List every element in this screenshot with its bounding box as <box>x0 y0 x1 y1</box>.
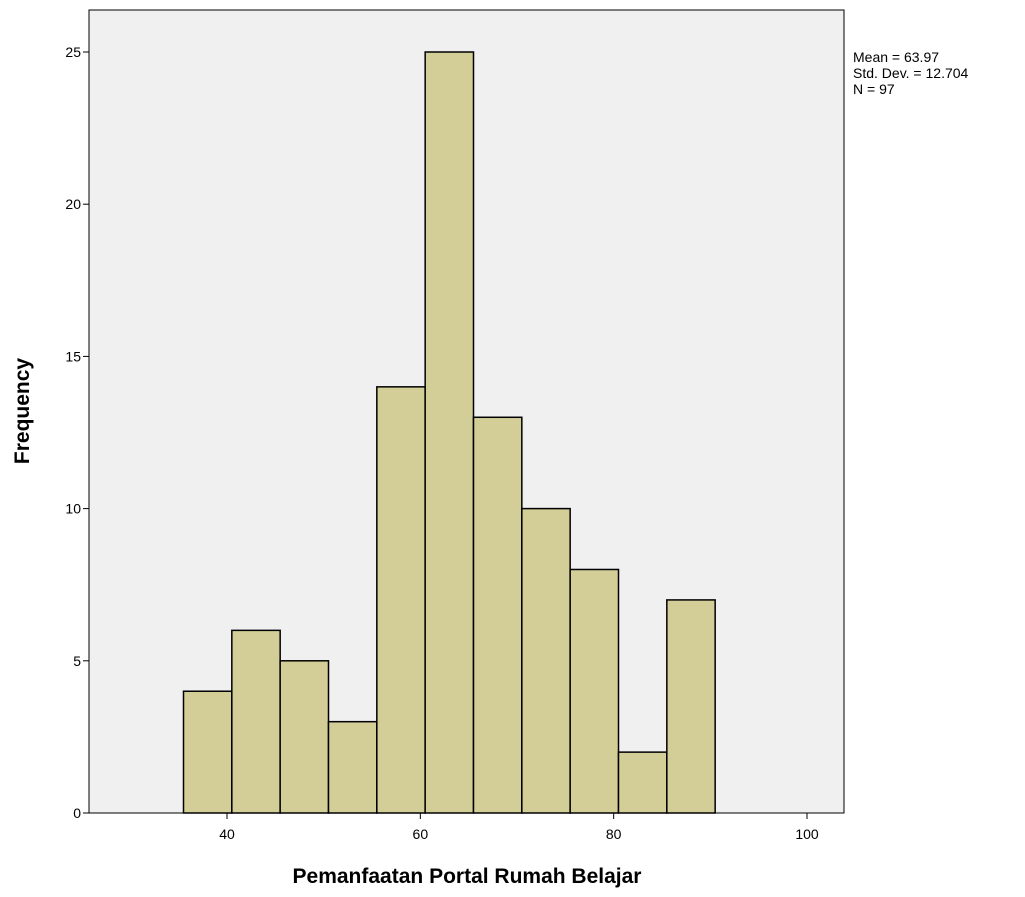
x-tick-label-100: 100 <box>795 826 819 842</box>
histogram-bar-8 <box>569 568 620 814</box>
y-tick-label-20: 20 <box>65 196 81 212</box>
histogram-bar-1 <box>231 629 281 814</box>
y-tick-label-25: 25 <box>65 44 81 60</box>
histogram-bar-5 <box>424 51 475 814</box>
x-tick-label-80: 80 <box>606 826 622 842</box>
y-tick-label-0: 0 <box>73 805 81 821</box>
stats-line-1: Std. Dev. = 12.704 <box>853 65 969 81</box>
x-tick-label-60: 60 <box>413 826 429 842</box>
histogram-bar-9 <box>617 751 668 814</box>
histogram-bar-2 <box>279 660 330 814</box>
x-axis-title: Pemanfaatan Portal Rumah Belajar <box>293 865 642 888</box>
histogram-bar-6 <box>472 416 523 814</box>
histogram-bar-0 <box>182 690 233 814</box>
bars-group <box>182 51 716 814</box>
y-tick-label-15: 15 <box>65 348 81 364</box>
stats-line-0: Mean = 63.97 <box>853 49 939 65</box>
x-tick-label-40: 40 <box>219 826 235 842</box>
histogram-bar-7 <box>521 507 571 814</box>
y-tick-label-10: 10 <box>65 501 81 517</box>
y-tick-label-5: 5 <box>73 653 81 669</box>
y-axis: 0 5 10 15 20 25 <box>65 44 89 821</box>
stats-line-2: N = 97 <box>853 81 895 97</box>
x-axis: 40 60 80 100 <box>219 813 819 842</box>
histogram-bar-10 <box>666 599 716 814</box>
histogram-bar-3 <box>327 720 378 814</box>
histogram-bar-4 <box>376 386 426 814</box>
y-axis-title: Frequency <box>11 358 34 465</box>
